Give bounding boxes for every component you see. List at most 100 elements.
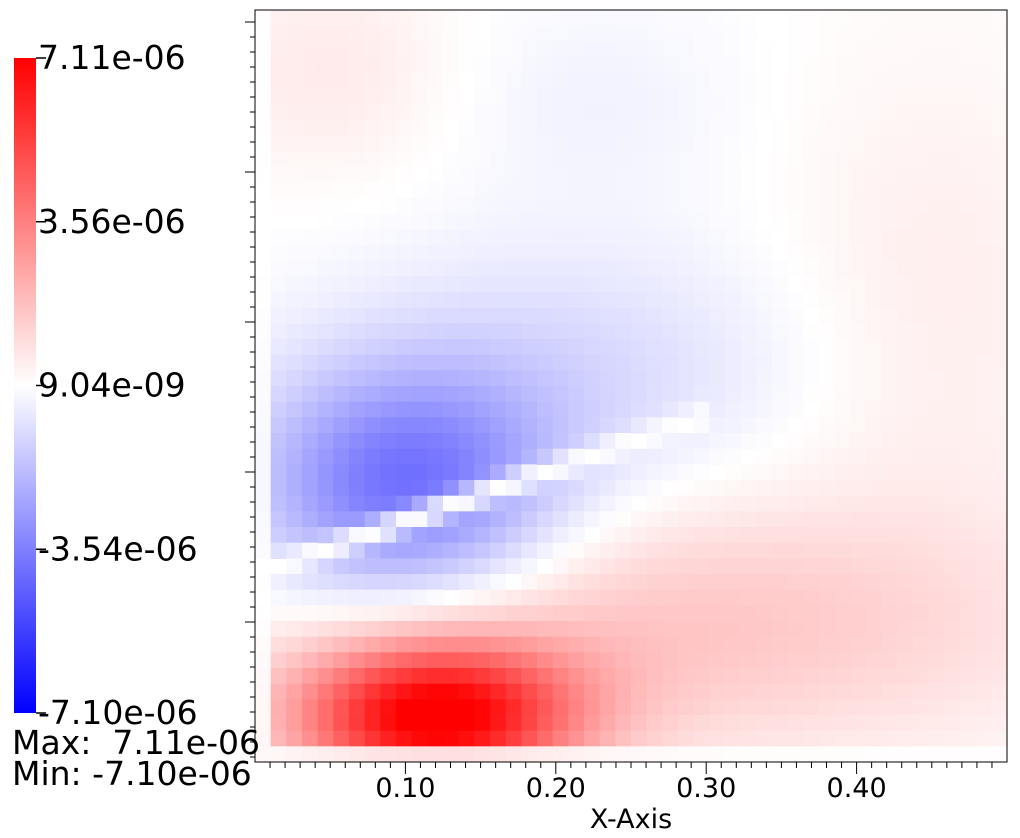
heatmap-cell [678, 323, 695, 340]
heatmap-cell [803, 464, 820, 481]
heatmap-cell [850, 480, 867, 497]
heatmap-cell [772, 276, 789, 293]
heatmap-cell [709, 151, 726, 168]
heatmap-cell [443, 511, 460, 528]
heatmap-cell [396, 166, 413, 183]
heatmap-cell [772, 166, 789, 183]
heatmap-cell [881, 354, 898, 371]
heatmap-cell [427, 746, 444, 763]
heatmap-cell [866, 104, 883, 121]
heatmap-cell [396, 730, 413, 747]
heatmap-cell [568, 730, 585, 747]
heatmap-cell [427, 10, 444, 27]
heatmap-cell [458, 683, 475, 700]
heatmap-cell [443, 260, 460, 277]
heatmap-cell [505, 245, 522, 262]
heatmap-cell [552, 527, 569, 544]
heatmap-cell [333, 25, 350, 42]
heatmap-cell [881, 88, 898, 105]
heatmap-cell [928, 511, 945, 528]
heatmap-cell [505, 41, 522, 58]
heatmap-cell [255, 574, 272, 591]
heatmap-cell [537, 433, 554, 450]
heatmap-cell [944, 25, 961, 42]
heatmap-cell [991, 636, 1008, 653]
heatmap-cell [960, 370, 977, 387]
heatmap-cell [646, 495, 663, 512]
heatmap-cell [866, 119, 883, 136]
heatmap-cell [521, 605, 538, 622]
heatmap-cell [693, 699, 710, 716]
heatmap-cell [615, 166, 632, 183]
heatmap-cell [740, 621, 757, 638]
heatmap-cell [490, 307, 507, 324]
heatmap-cell [960, 104, 977, 121]
heatmap-cell [740, 88, 757, 105]
heatmap-cell [552, 746, 569, 763]
heatmap-cell [521, 464, 538, 481]
heatmap-cell [380, 245, 397, 262]
heatmap-cell [474, 135, 491, 152]
heatmap-cell [521, 339, 538, 356]
heatmap-cell [317, 119, 334, 136]
heatmap-cell [772, 746, 789, 763]
heatmap-cell [458, 260, 475, 277]
heatmap-cell [270, 730, 287, 747]
heatmap-cell [568, 715, 585, 732]
heatmap-cell [866, 135, 883, 152]
heatmap-cell [756, 104, 773, 121]
heatmap-cell [740, 354, 757, 371]
heatmap-cell [693, 542, 710, 559]
heatmap-cell [333, 401, 350, 418]
heatmap-cell [505, 636, 522, 653]
heatmap-cell [944, 746, 961, 763]
heatmap-cell [678, 354, 695, 371]
heatmap-cell [850, 229, 867, 246]
heatmap-cell [286, 652, 303, 669]
heatmap-cell [725, 464, 742, 481]
heatmap-cell [944, 558, 961, 575]
heatmap-cell [396, 574, 413, 591]
heatmap-cell [427, 401, 444, 418]
heatmap-cell [693, 558, 710, 575]
heatmap-cell [740, 323, 757, 340]
heatmap-cell [709, 730, 726, 747]
heatmap-cell [349, 605, 366, 622]
heatmap-cell [678, 715, 695, 732]
heatmap-cell [552, 25, 569, 42]
heatmap-cell [584, 401, 601, 418]
heatmap-cell [286, 448, 303, 465]
heatmap-cell [552, 699, 569, 716]
heatmap-cell [584, 636, 601, 653]
heatmap-cell [850, 245, 867, 262]
colorbar: 7.11e-063.56e-069.04e-09-3.54e-06-7.10e-… [14, 38, 198, 732]
heatmap-cell [881, 527, 898, 544]
heatmap-cell [803, 480, 820, 497]
heatmap-cell [866, 323, 883, 340]
heatmap-cell [411, 558, 428, 575]
heatmap-cell [631, 480, 648, 497]
heatmap-cell [411, 25, 428, 42]
heatmap-cell [913, 260, 930, 277]
heatmap-cell [474, 41, 491, 58]
heatmap-cell [646, 621, 663, 638]
heatmap-cell [756, 323, 773, 340]
heatmap-cell [662, 636, 679, 653]
heatmap-cell [725, 621, 742, 638]
heatmap-cell [960, 339, 977, 356]
heatmap-cell [333, 511, 350, 528]
heatmap-cell [349, 542, 366, 559]
heatmap-cell [787, 198, 804, 215]
heatmap-cell [568, 495, 585, 512]
heatmap-cell [787, 229, 804, 246]
heatmap-cell [333, 292, 350, 309]
heatmap-cell [787, 57, 804, 74]
heatmap-cell [521, 104, 538, 121]
heatmap-cell [317, 260, 334, 277]
heatmap-cell [474, 683, 491, 700]
heatmap-cell [662, 104, 679, 121]
heatmap-cell [897, 307, 914, 324]
heatmap-cell [443, 104, 460, 121]
heatmap-cell [537, 323, 554, 340]
heatmap-cell [725, 605, 742, 622]
